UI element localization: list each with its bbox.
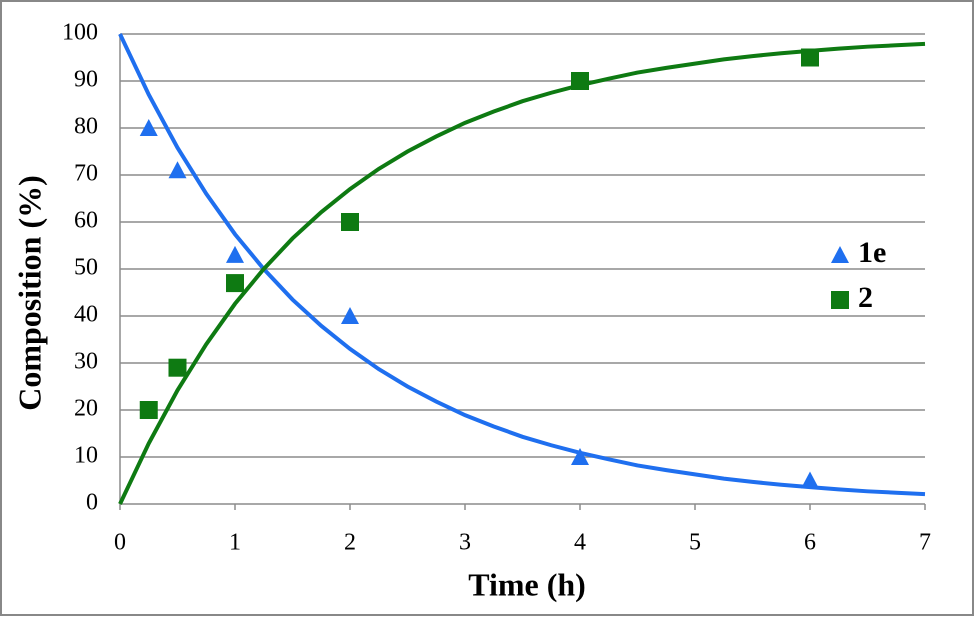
y-tick-label: 70 [74,161,98,187]
x-tick-label: 5 [689,530,701,556]
triangle-marker [801,471,819,489]
x-tick-label: 1 [229,530,241,556]
legend-label: 2 [858,281,873,314]
fit-curve [118,33,926,497]
y-tick-label: 0 [86,490,98,516]
legend-marker [831,291,849,309]
triangle-marker [341,307,359,324]
x-axis-title: Time (h) [468,566,586,602]
x-tick-label: 6 [804,530,816,556]
y-tick-label: 60 [74,208,98,234]
triangle-marker [226,245,244,263]
x-tick-label: 4 [574,530,586,556]
y-tick-label: 30 [74,349,98,375]
x-tick-label: 7 [919,530,931,556]
y-tick-label: 100 [62,20,98,46]
square-marker [139,401,158,419]
square-marker [341,213,359,231]
square-marker [801,48,819,67]
y-tick-label: 20 [74,396,98,422]
square-marker [168,358,187,377]
y-tick-label: 10 [74,443,98,469]
triangle-marker [571,448,589,465]
triangle-marker [168,161,187,179]
legend-label: 1e [858,236,886,269]
y-axis-title: Composition (%) [11,175,47,411]
square-marker [226,274,244,293]
y-tick-label: 40 [74,302,98,328]
x-tick-label: 2 [344,530,356,556]
x-tick-label: 3 [459,530,471,556]
y-tick-label: 90 [74,67,98,93]
triangle-marker [139,119,158,136]
x-tick-label: 0 [114,530,126,556]
legend-marker [831,246,849,263]
y-tick-label: 80 [74,114,98,140]
y-tick-label: 50 [74,255,98,281]
fit-curve [118,41,926,505]
square-marker [571,72,589,90]
